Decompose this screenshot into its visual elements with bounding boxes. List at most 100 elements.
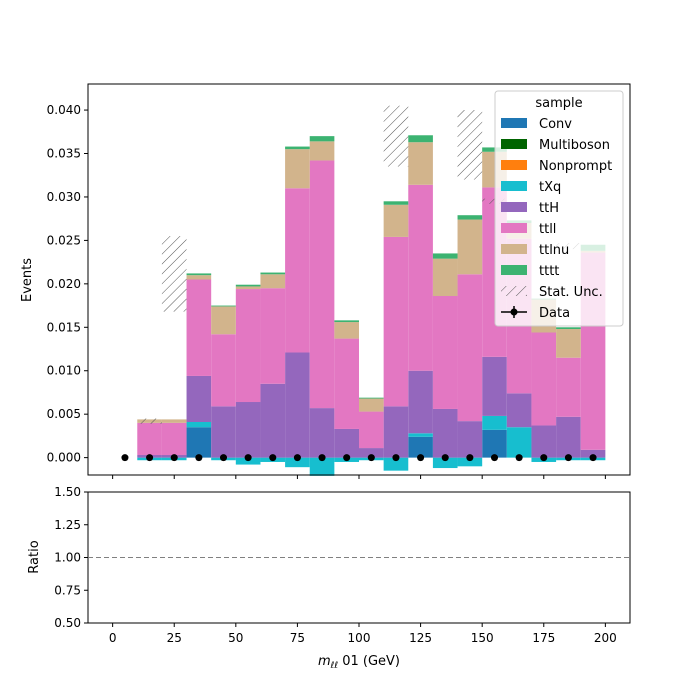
bar-ttll: [432, 296, 458, 409]
x-tick-label: 200: [594, 631, 617, 645]
x-tick-label: 150: [471, 631, 494, 645]
bar-tth: [531, 425, 557, 458]
stat-unc-band: [457, 110, 483, 180]
y-tick-label: 0.035: [47, 147, 81, 161]
bar-ttlnu: [260, 274, 286, 289]
legend-swatch-ttlnu: [501, 244, 527, 254]
bar-ttlnu: [383, 204, 409, 237]
bar-ttll: [161, 422, 187, 456]
bar-tth: [334, 428, 359, 458]
legend-label-stat-unc-: Stat. Unc.: [539, 285, 603, 300]
bar-tttt: [186, 273, 212, 276]
bar-ttll: [137, 422, 162, 456]
stat-unc-band: [137, 418, 162, 424]
bar-txq: [457, 457, 483, 467]
data-point: [146, 454, 154, 462]
bar-tttt: [359, 397, 384, 399]
bar-tth: [457, 421, 483, 458]
data-point: [343, 454, 351, 462]
data-point: [121, 454, 129, 462]
bar-ttlnu: [359, 398, 384, 412]
data-point: [491, 454, 498, 462]
bar-tth: [383, 406, 409, 458]
bar-tth: [235, 402, 261, 458]
bar-tttt: [309, 136, 335, 142]
bar-txq: [432, 457, 458, 469]
data-point: [515, 454, 523, 462]
bar-ttll: [383, 236, 409, 407]
bar-ttll: [457, 274, 483, 422]
bar-txq: [186, 421, 212, 428]
bar-conv: [482, 429, 507, 458]
bar-tttt: [211, 305, 236, 307]
data-point: [367, 454, 375, 462]
legend-swatch-multiboson: [501, 139, 527, 149]
bar-tth: [580, 449, 606, 458]
bar-ttlnu: [408, 142, 433, 185]
y-tick-label: 0.040: [47, 103, 81, 117]
bar-ttll: [556, 357, 581, 417]
bar-ttlnu: [211, 306, 236, 335]
legend-label-nonprompt: Nonprompt: [539, 159, 612, 174]
bar-txq: [383, 457, 409, 471]
data-point: [269, 454, 277, 462]
legend-data-marker: [510, 308, 518, 316]
legend-label-conv: Conv: [539, 117, 572, 132]
bar-tttt: [556, 327, 581, 330]
top-y-axis: 0.000 0.005 0.010 0.015 0.020 0.025 0.030 0.035…: [47, 103, 88, 465]
legend: sample Conv Multiboson Nonprompt tXq ttH ttll…: [494, 90, 624, 327]
bar-ttlnu: [556, 329, 581, 358]
bar-ttlnu: [309, 141, 335, 161]
bar-conv: [186, 427, 212, 458]
bar-tth: [186, 375, 212, 422]
bar-tttt: [457, 215, 483, 220]
legend-label-tttt: tttt: [539, 264, 559, 279]
bar-conv: [408, 436, 433, 458]
bar-tth: [482, 356, 507, 416]
bar-ttlnu: [235, 286, 261, 290]
bar-tth: [556, 416, 581, 458]
x-tick-label: 100: [348, 631, 371, 645]
bottom-y-axis-label: Ratio: [27, 540, 42, 573]
data-point: [466, 454, 474, 462]
bar-tth: [260, 383, 286, 458]
stat-unc-band: [383, 105, 409, 167]
legend-swatch-txq: [501, 181, 527, 191]
top-y-axis-label: Events: [20, 258, 35, 302]
legend-swatch-conv: [501, 118, 527, 128]
legend-swatch-tttt: [501, 265, 527, 275]
bar-ttlnu: [457, 219, 483, 275]
bar-ttll: [408, 184, 433, 371]
data-point: [540, 454, 548, 462]
bar-txq: [408, 433, 433, 437]
data-points: [121, 454, 597, 462]
bar-txq: [285, 457, 310, 468]
legend-label-data: Data: [539, 306, 570, 321]
x-tick-label: 175: [532, 631, 555, 645]
bar-ttlnu: [186, 275, 212, 280]
data-point: [244, 454, 252, 462]
legend-label-tth: ttH: [539, 201, 559, 216]
legend-label-ttlnu: ttlnu: [539, 243, 569, 258]
data-point: [392, 454, 400, 462]
bar-ttll: [359, 411, 384, 449]
bar-ttll: [211, 334, 236, 407]
y-tick-label: 1.00: [54, 551, 81, 565]
bar-txq: [506, 427, 532, 458]
legend-swatch-ttll: [501, 223, 527, 233]
legend-swatch-stat-unc: [501, 286, 527, 296]
bar-ttlnu: [334, 322, 359, 339]
x-tick-label: 75: [290, 631, 305, 645]
bar-tttt: [408, 135, 433, 143]
y-tick-label: 1.25: [54, 518, 81, 532]
data-point: [417, 454, 425, 462]
x-tick-label: 50: [228, 631, 243, 645]
bar-tth: [285, 352, 310, 458]
stat-unc-band: [161, 236, 187, 312]
y-tick-label: 0.010: [47, 364, 81, 378]
y-tick-label: 0.020: [47, 277, 81, 291]
x-axis: 0 25 50 75 100 125 150 175 200: [109, 623, 617, 645]
data-point: [195, 454, 203, 462]
data-point: [318, 454, 326, 462]
